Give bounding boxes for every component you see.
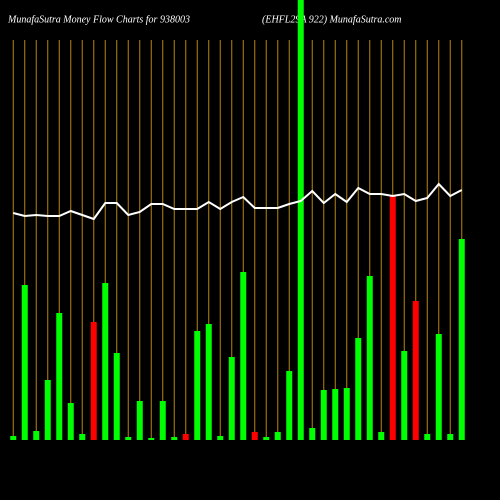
- bar: [309, 428, 316, 440]
- bar: [389, 196, 396, 440]
- bar: [159, 401, 166, 440]
- bar: [217, 436, 224, 440]
- bar: [44, 380, 51, 440]
- bar: [343, 388, 350, 440]
- bar: [251, 432, 258, 440]
- bar: [332, 389, 339, 440]
- bar: [366, 276, 373, 440]
- bar: [33, 431, 40, 440]
- bar: [424, 434, 431, 440]
- bar: [274, 432, 281, 440]
- bar: [435, 334, 442, 440]
- bar: [412, 301, 419, 440]
- bar: [90, 322, 97, 440]
- bar: [297, 0, 304, 440]
- bar: [136, 401, 143, 440]
- bar: [56, 313, 63, 440]
- bar: [113, 353, 120, 440]
- bar: [102, 283, 109, 440]
- bar: [401, 351, 408, 440]
- chart-title-right: (EHFL29A 922) MunafaSutra.com: [262, 14, 402, 25]
- bar: [447, 434, 454, 440]
- bar: [21, 285, 28, 440]
- bar: [182, 434, 189, 440]
- bar: [148, 438, 155, 440]
- bar: [286, 371, 293, 440]
- bar: [240, 272, 247, 440]
- bar: [194, 331, 201, 440]
- chart-title: MunafaSutra Money Flow Charts for 938003: [7, 14, 190, 25]
- bar: [125, 437, 132, 440]
- money-flow-line: [12, 182, 463, 221]
- bar: [228, 357, 235, 440]
- bar: [378, 432, 385, 440]
- bar: [205, 324, 212, 440]
- bar: [171, 437, 178, 440]
- bar: [458, 239, 465, 440]
- bar: [67, 403, 74, 440]
- bar: [263, 437, 270, 440]
- bar: [355, 338, 362, 440]
- bar: [10, 436, 17, 440]
- bar: [79, 434, 86, 440]
- bar: [320, 390, 327, 440]
